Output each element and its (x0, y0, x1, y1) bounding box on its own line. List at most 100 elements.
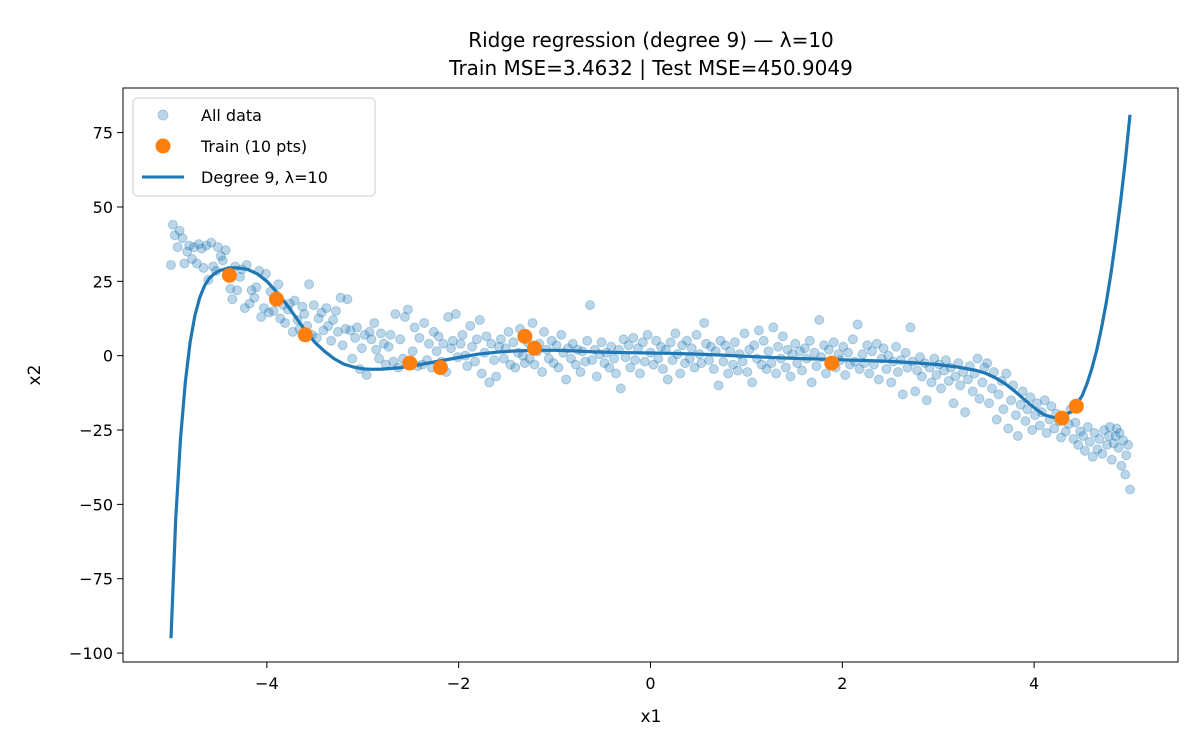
data-point (1034, 420, 1045, 431)
train-point (526, 340, 542, 356)
train-point (221, 267, 237, 283)
data-point (481, 331, 492, 342)
y-tick-label: −25 (79, 421, 113, 440)
data-point (667, 355, 678, 366)
data-point (828, 337, 839, 348)
data-point (551, 340, 562, 351)
data-point (556, 329, 567, 340)
data-point (1104, 422, 1115, 433)
data-point (838, 341, 849, 352)
data-point (681, 335, 692, 346)
data-point (457, 329, 468, 340)
data-point (873, 374, 884, 385)
data-point (1075, 426, 1086, 437)
data-point (768, 322, 779, 333)
data-point (565, 353, 576, 364)
data-point (318, 325, 329, 336)
data-point (871, 338, 882, 349)
data-point (1118, 435, 1129, 446)
chart-title-line2: Train MSE=3.4632 | Test MSE=450.9049 (448, 56, 853, 80)
data-point (337, 340, 348, 351)
y-tick-label: −100 (69, 644, 113, 663)
data-point (766, 358, 777, 369)
data-point (308, 300, 319, 311)
data-point (878, 343, 889, 354)
degree-9-fit-line (169, 114, 1132, 639)
data-point (585, 300, 596, 311)
data-point (1010, 410, 1021, 421)
data-point (510, 362, 521, 373)
data-point (172, 242, 183, 253)
data-point (220, 245, 231, 256)
data-point (546, 335, 557, 346)
data-point (715, 335, 726, 346)
data-point (467, 341, 478, 352)
data-point (912, 365, 923, 376)
data-point (708, 364, 719, 375)
y-tick-label: 50 (93, 198, 113, 217)
data-point (998, 404, 1009, 415)
data-point (657, 364, 668, 375)
data-point (991, 414, 1002, 425)
data-point (246, 285, 257, 296)
data-point (225, 283, 236, 294)
data-point (332, 326, 343, 337)
data-point (188, 242, 199, 253)
data-point (604, 362, 615, 373)
data-point (723, 368, 734, 379)
x-tick-label: −2 (447, 674, 471, 693)
data-point (1012, 430, 1023, 441)
data-point (407, 346, 418, 357)
data-point (340, 323, 351, 334)
data-point (811, 361, 822, 372)
train-point (402, 355, 418, 371)
data-point (897, 389, 908, 400)
data-point (756, 359, 767, 370)
data-point (239, 303, 250, 314)
y-tick-label: 25 (93, 272, 113, 291)
data-point (385, 329, 396, 340)
data-point (1022, 404, 1033, 415)
data-point (651, 335, 662, 346)
data-point (634, 368, 645, 379)
y-axis: −100 −75 −50 −25 0 25 50 75 (69, 124, 123, 663)
data-point (1055, 432, 1066, 443)
data-point (809, 347, 820, 358)
data-point (201, 240, 212, 251)
data-point (993, 389, 1004, 400)
data-point (289, 295, 300, 306)
data-point (299, 309, 310, 320)
data-point (326, 335, 337, 346)
data-point (371, 344, 382, 355)
data-point (184, 240, 195, 251)
data-point (316, 307, 327, 318)
legend-marker-all-data (157, 109, 169, 121)
data-point (352, 322, 363, 333)
data-point (249, 292, 260, 303)
data-point (179, 258, 190, 269)
data-point (342, 294, 353, 305)
data-point (364, 326, 375, 337)
data-point (596, 337, 607, 348)
data-point (982, 358, 993, 369)
data-point (374, 353, 385, 364)
data-point (217, 255, 228, 266)
data-point (773, 341, 784, 352)
data-point (1073, 439, 1084, 450)
data-point (304, 279, 315, 290)
data-point (347, 353, 358, 364)
data-point (977, 377, 988, 388)
data-point (187, 254, 198, 265)
data-point (763, 346, 774, 357)
data-point (268, 306, 279, 317)
data-point (1106, 454, 1117, 465)
data-point (212, 242, 223, 253)
data-point (680, 358, 691, 369)
data-point (350, 332, 361, 343)
data-point (1017, 386, 1028, 397)
data-point (737, 356, 748, 367)
data-point (1046, 401, 1057, 412)
data-point (950, 371, 961, 382)
data-point (378, 338, 389, 349)
data-point (854, 364, 865, 375)
